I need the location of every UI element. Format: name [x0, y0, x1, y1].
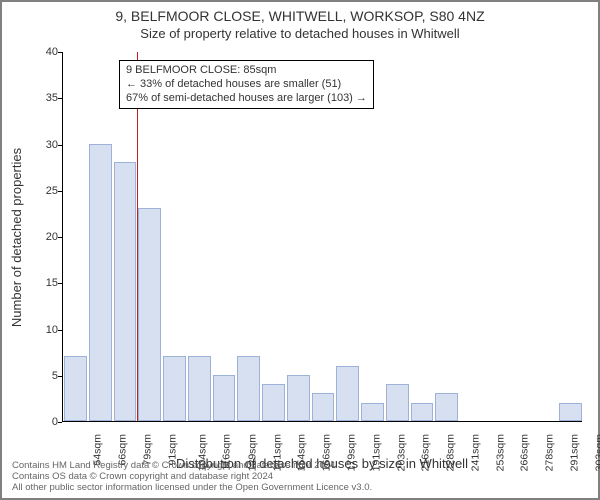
- chart-frame: 9, BELFMOOR CLOSE, WHITWELL, WORKSOP, S8…: [0, 0, 600, 500]
- histogram-bar: [361, 403, 384, 422]
- y-tick-label: 30: [30, 139, 58, 151]
- histogram-bar: [114, 162, 137, 421]
- y-tick-label: 15: [30, 277, 58, 289]
- histogram-bar: [188, 356, 211, 421]
- chart-subtitle: Size of property relative to detached ho…: [2, 26, 598, 41]
- y-tick-mark: [58, 145, 62, 146]
- histogram-bar: [411, 403, 434, 422]
- histogram-bar: [559, 403, 582, 422]
- footer-attribution: Contains HM Land Registry data © Crown c…: [12, 461, 588, 494]
- annotation-line: 67% of semi-detached houses are larger (…: [126, 92, 367, 106]
- y-tick-mark: [58, 52, 62, 53]
- y-tick-label: 25: [30, 185, 58, 197]
- y-tick-label: 20: [30, 231, 58, 243]
- y-tick-label: 40: [30, 46, 58, 58]
- y-tick-label: 5: [30, 370, 58, 382]
- histogram-bar: [138, 208, 161, 421]
- histogram-bar: [262, 384, 285, 421]
- annotation-box: 9 BELFMOOR CLOSE: 85sqm← 33% of detached…: [119, 60, 374, 109]
- chart-title-address: 9, BELFMOOR CLOSE, WHITWELL, WORKSOP, S8…: [2, 8, 598, 24]
- histogram-bar: [89, 144, 112, 422]
- histogram-bar: [336, 366, 359, 422]
- annotation-line: ← 33% of detached houses are smaller (51…: [126, 78, 367, 92]
- y-axis-label: Number of detached properties: [10, 52, 24, 422]
- y-tick-label: 10: [30, 324, 58, 336]
- histogram-bar: [64, 356, 87, 421]
- y-tick-mark: [58, 283, 62, 284]
- histogram-bar: [163, 356, 186, 421]
- y-tick-mark: [58, 422, 62, 423]
- footer-line: All other public sector information lice…: [12, 483, 588, 494]
- y-tick-label: 35: [30, 92, 58, 104]
- histogram-bar: [386, 384, 409, 421]
- histogram-bar: [213, 375, 236, 421]
- y-tick-mark: [58, 237, 62, 238]
- y-tick-mark: [58, 98, 62, 99]
- histogram-bar: [287, 375, 310, 421]
- y-tick-mark: [58, 191, 62, 192]
- y-tick-mark: [58, 330, 62, 331]
- histogram-bar: [435, 393, 458, 421]
- histogram-bar: [237, 356, 260, 421]
- annotation-line: 9 BELFMOOR CLOSE: 85sqm: [126, 64, 367, 78]
- plot-area: 9 BELFMOOR CLOSE: 85sqm← 33% of detached…: [62, 52, 582, 422]
- y-tick-label: 0: [30, 416, 58, 428]
- histogram-bar: [312, 393, 335, 421]
- x-tick-label: 303sqm: [593, 434, 600, 471]
- y-tick-mark: [58, 376, 62, 377]
